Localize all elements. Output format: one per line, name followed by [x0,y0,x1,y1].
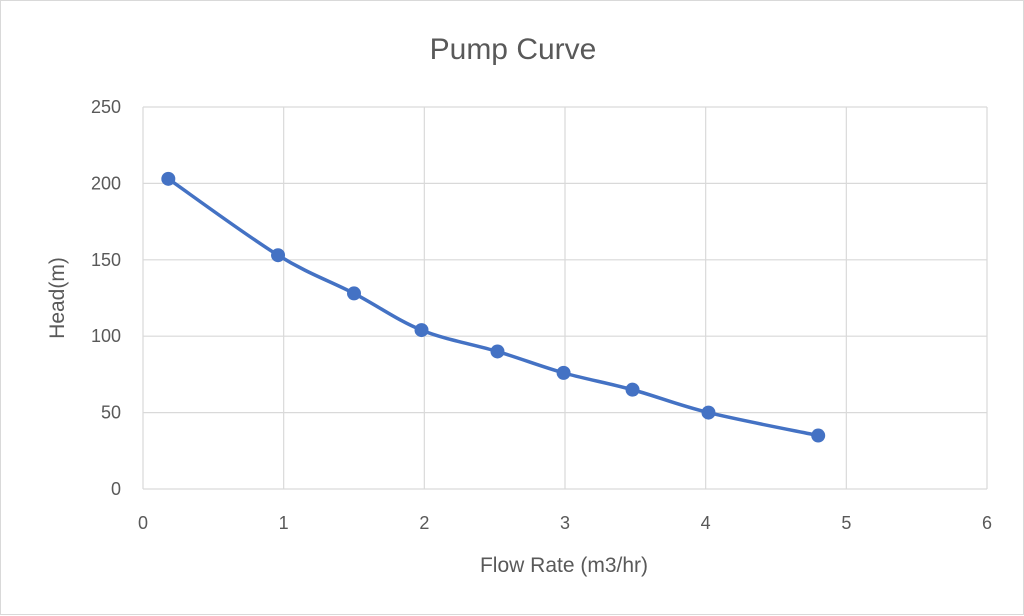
x-tick-label: 1 [279,513,289,533]
x-tick-label: 2 [419,513,429,533]
data-point [414,323,429,338]
x-tick-label: 6 [982,513,992,533]
data-point [701,405,716,420]
data-point [347,286,361,301]
data-point [556,365,571,380]
y-tick-label: 100 [91,326,121,346]
y-tick-label: 200 [91,173,121,193]
x-tick-label: 0 [138,513,148,533]
data-point [625,382,640,397]
chart-title: Pump Curve [430,33,597,66]
x-tick-label: 4 [701,513,711,533]
data-point [271,248,286,263]
y-tick-label: 0 [111,479,121,499]
data-point [490,344,505,359]
y-axis-title: Head(m) [46,257,69,339]
data-point [811,428,826,443]
gridlines [142,106,988,490]
x-tick-label: 5 [841,513,851,533]
y-tick-label: 150 [91,250,121,270]
series-line [166,177,820,438]
tick-labels: 0 1 2 3 4 5 6 0 50 100 150 200 250 [91,97,992,533]
y-tick-label: 50 [101,403,121,423]
x-tick-label: 3 [560,513,570,533]
x-axis-title: Flow Rate (m3/hr) [480,554,648,577]
data-markers [161,171,826,443]
data-point [161,171,176,186]
y-tick-label: 250 [91,97,121,117]
